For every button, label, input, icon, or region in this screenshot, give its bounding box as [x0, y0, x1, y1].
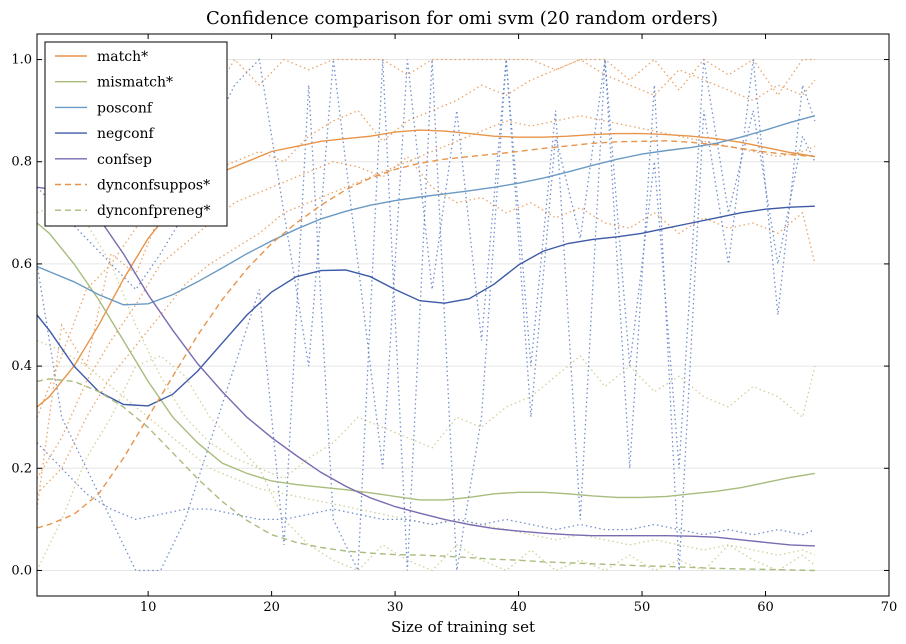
x-tick-label: 30	[387, 600, 404, 615]
conf-traces-line	[36, 442, 816, 536]
series-line-posconf	[36, 115, 816, 306]
chart-title: Confidence comparison for omi svm (20 ra…	[206, 8, 718, 29]
x-tick-label: 20	[263, 600, 280, 615]
x-tick-label: 40	[510, 600, 527, 615]
y-tick-label: 0.0	[11, 563, 32, 578]
series-line-mismatch	[36, 222, 816, 501]
legend-box	[44, 41, 228, 227]
y-tick-label: 0.4	[11, 359, 32, 374]
legend-label: confsep	[97, 152, 152, 168]
series-line-negconf	[36, 205, 815, 407]
series-layer	[36, 115, 816, 572]
series-line-dynconfsuppos	[36, 140, 815, 529]
series-line-match	[36, 129, 816, 408]
x-tick-label: 50	[634, 600, 651, 615]
x-tick-label: 70	[881, 600, 898, 615]
conf-traces-line	[36, 59, 816, 572]
legend-label: mismatch*	[97, 75, 173, 91]
mismatch-traces-line	[36, 355, 816, 572]
tick-layer: 10 20 30 40 50 60 70 0.0 0.2 0.4 0.6 0.8 1.0	[11, 34, 897, 615]
legend-label: negconf	[97, 126, 156, 142]
y-tick-label: 0.8	[11, 155, 32, 170]
series-line-confsep	[36, 186, 815, 547]
y-tick-label: 0.2	[11, 461, 32, 476]
mismatch-traces-line	[36, 201, 816, 480]
legend: match* mismatch* posconf negconf confsep dync…	[44, 41, 228, 227]
series-line-dynconfpreneg	[36, 378, 815, 572]
y-tick-label: 1.0	[11, 53, 32, 68]
match-traces-line	[36, 115, 816, 495]
plot-frame	[36, 33, 890, 597]
y-tick-label: 0.6	[11, 257, 32, 272]
legend-label: posconf	[97, 100, 154, 116]
x-tick-label: 60	[757, 600, 774, 615]
x-axis-label: Size of training set	[391, 618, 535, 636]
legend-label: match*	[97, 49, 148, 65]
x-tick-label: 10	[140, 600, 157, 615]
legend-label: dynconfsuppos*	[97, 178, 210, 194]
legend-label: dynconfpreneg*	[97, 203, 211, 219]
